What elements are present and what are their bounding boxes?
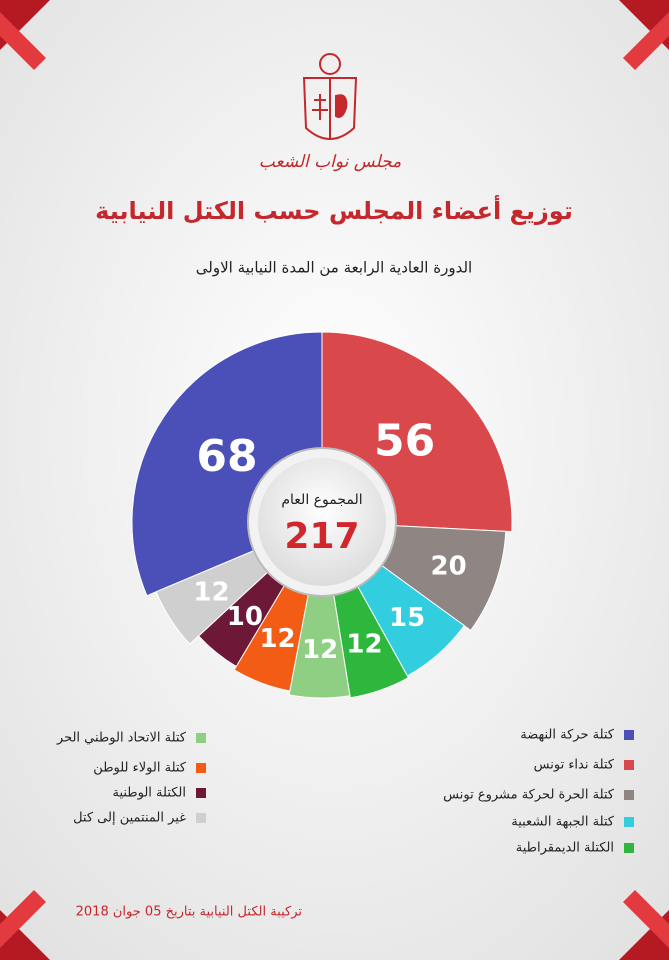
legend-swatch	[624, 843, 634, 853]
legend-swatch	[624, 760, 634, 770]
legend: كتلة حركة النهضة كتلة نداء تونس كتلة الحرة…	[56, 728, 634, 856]
slice-label: 12	[346, 629, 382, 659]
footnote: تركيبة الكتل النيابية بتاريخ 05 جوان 201…	[76, 905, 303, 920]
legend-swatch	[624, 730, 634, 740]
legend-label: كتلة الولاء للوطن	[93, 761, 186, 776]
institution-name: مجلس نواب الشعب	[259, 152, 401, 172]
legend-label: الكتلة الديمقراطية	[516, 841, 614, 856]
emblem	[302, 53, 358, 140]
slice-label: 20	[431, 551, 467, 581]
slice-label: 12	[259, 624, 295, 654]
total-label: المجموع العام	[281, 492, 362, 508]
chart-title: توزيع أعضاء المجلس حسب الكتل النيابية	[95, 195, 573, 225]
slice-label: 68	[196, 431, 257, 482]
legend-swatch	[196, 788, 206, 798]
legend-label: كتلة الجبهة الشعبية	[511, 815, 615, 830]
slice-label: 12	[193, 578, 229, 608]
pie-slice	[288, 521, 351, 699]
chart-subtitle: الدورة العادية الرابعة من المدة النيابية…	[196, 259, 472, 277]
legend-swatch	[624, 817, 634, 827]
legend-label: الكتلة الوطنية	[112, 786, 186, 801]
hub	[258, 458, 386, 586]
slice-label: 15	[389, 603, 425, 633]
slice-label: 12	[302, 635, 338, 665]
total-value: 217	[284, 516, 359, 557]
slice-label: 10	[227, 602, 263, 632]
legend-label: كتلة الاتحاد الوطني الحر	[56, 731, 187, 746]
slice-label: 56	[374, 415, 435, 466]
legend-label: كتلة نداء تونس	[534, 758, 615, 773]
legend-label: كتلة الحرة لحركة مشروع تونس	[443, 788, 615, 803]
legend-swatch	[196, 813, 206, 823]
legend-label: غير المنتمين إلى كتل	[73, 811, 186, 826]
legend-label: كتلة حركة النهضة	[520, 728, 615, 743]
legend-swatch	[624, 790, 634, 800]
legend-swatch	[196, 733, 206, 743]
legend-swatch	[196, 763, 206, 773]
